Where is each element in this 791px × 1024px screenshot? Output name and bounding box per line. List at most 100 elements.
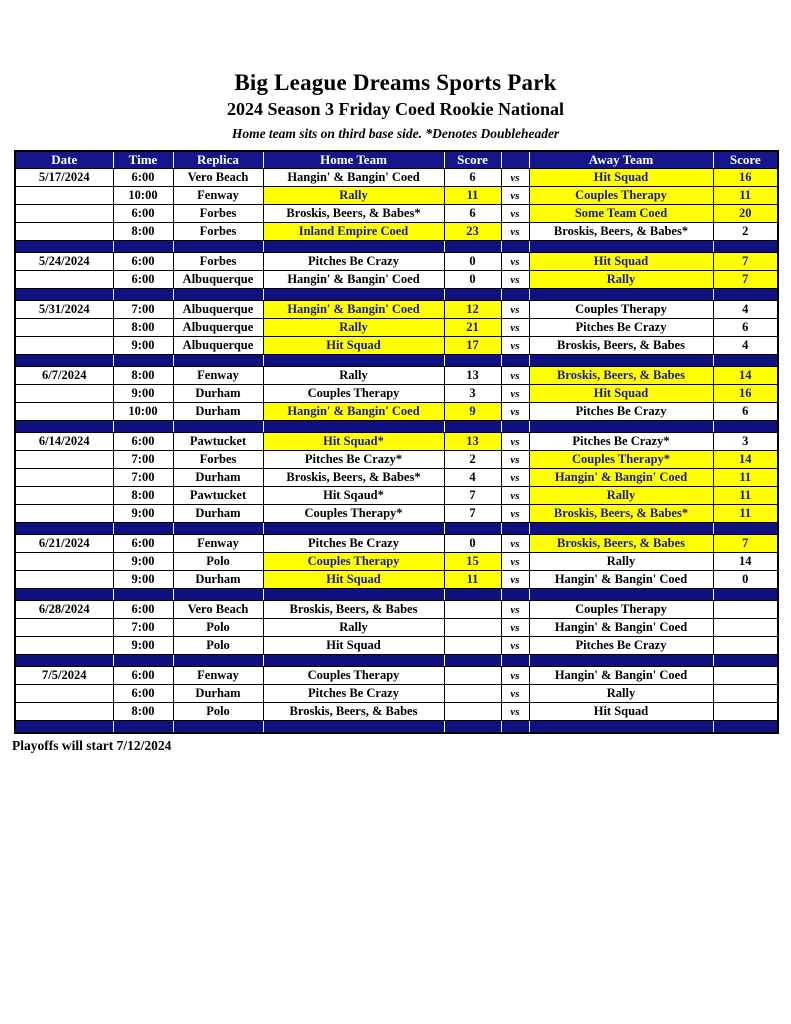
date-cell: 6/14/2024 [14,432,114,452]
date-cell: 6/7/2024 [14,366,114,386]
away-score-cell: 0 [712,570,779,590]
time-cell: 6:00 [112,600,174,620]
vs-cell: vs [500,318,530,338]
replica-cell: Polo [172,702,264,722]
separator-cell [14,240,114,254]
schedule-table-body: 5/17/2024 6:00 Vero Beach Hangin' & Bangin'… [14,168,779,734]
date-cell [14,684,114,704]
replica-cell: Polo [172,552,264,572]
replica-cell: Fenway [172,366,264,386]
separator-cell [500,522,530,536]
time-cell: 6:00 [112,534,174,554]
separator-cell [443,588,502,602]
away-team-cell: Broskis, Beers, & Babes* [528,222,714,242]
replica-cell: Durham [172,570,264,590]
replica-cell: Fenway [172,534,264,554]
home-team-cell: Couples Therapy* [262,504,445,524]
separator-cell [172,654,264,668]
home-score-cell: 11 [443,570,502,590]
date-cell [14,702,114,722]
away-team-cell: Pitches Be Crazy [528,636,714,656]
away-team-cell: Hangin' & Bangin' Coed [528,666,714,686]
time-cell: 7:00 [112,450,174,470]
home-team-cell: Couples Therapy [262,666,445,686]
vs-cell: vs [500,186,530,206]
time-cell: 8:00 [112,318,174,338]
home-team-cell: Broskis, Beers, & Babes* [262,204,445,224]
away-score-cell [712,684,779,704]
time-cell: 6:00 [112,204,174,224]
separator-cell [712,288,779,302]
header-cell: Replica [172,150,264,170]
away-score-cell: 11 [712,186,779,206]
vs-cell: vs [500,366,530,386]
separator-row [14,354,779,368]
replica-cell: Forbes [172,450,264,470]
separator-cell [14,354,114,368]
separator-cell [712,654,779,668]
replica-cell: Pawtucket [172,432,264,452]
vs-cell: vs [500,666,530,686]
home-score-cell [443,684,502,704]
home-team-cell: Hit Squad [262,636,445,656]
vs-cell: vs [500,570,530,590]
home-score-cell: 11 [443,186,502,206]
home-team-cell: Rally [262,366,445,386]
home-team-cell: Pitches Be Crazy [262,684,445,704]
away-score-cell [712,618,779,638]
home-score-cell: 0 [443,534,502,554]
header-cell [500,150,530,170]
separator-row [14,522,779,536]
game-row: 5/17/2024 6:00 Vero Beach Hangin' & Bangin'… [14,168,779,188]
away-score-cell [712,636,779,656]
vs-cell: vs [500,204,530,224]
date-cell [14,486,114,506]
away-team-cell: Pitches Be Crazy [528,318,714,338]
separator-cell [262,720,445,734]
vs-cell: vs [500,432,530,452]
separator-row [14,420,779,434]
separator-cell [172,588,264,602]
away-score-cell: 3 [712,432,779,452]
vs-cell: vs [500,534,530,554]
home-score-cell: 6 [443,168,502,188]
separator-cell [528,522,714,536]
separator-cell [528,354,714,368]
separator-cell [443,522,502,536]
date-cell: 7/5/2024 [14,666,114,686]
time-cell: 9:00 [112,552,174,572]
date-cell [14,570,114,590]
header-cell: Score [443,150,502,170]
home-team-cell: Hit Squad [262,570,445,590]
away-team-cell: Couples Therapy [528,300,714,320]
home-score-cell: 13 [443,366,502,386]
schedule-table: Date Time Replica Home Team Score Away Team Sc… [14,149,779,734]
away-score-cell: 16 [712,384,779,404]
away-score-cell [712,600,779,620]
game-row: 7:00 Forbes Pitches Be Crazy* 2 vs Couples Th… [14,450,779,470]
separator-row [14,240,779,254]
separator-cell [712,420,779,434]
home-score-cell: 17 [443,336,502,356]
separator-cell [172,288,264,302]
game-row: 6/21/2024 6:00 Fenway Pitches Be Crazy 0 vs Br… [14,534,779,554]
home-score-cell [443,666,502,686]
separator-row [14,288,779,302]
away-team-cell: Rally [528,552,714,572]
time-cell: 9:00 [112,504,174,524]
date-cell: 5/17/2024 [14,168,114,188]
away-score-cell: 16 [712,168,779,188]
away-score-cell [712,666,779,686]
time-cell: 8:00 [112,486,174,506]
home-score-cell: 2 [443,450,502,470]
home-score-cell [443,702,502,722]
game-row: 6:00 Forbes Broskis, Beers, & Babes* 6 vs Som… [14,204,779,224]
home-team-cell: Rally [262,186,445,206]
separator-cell [112,288,174,302]
separator-cell [712,720,779,734]
separator-cell [443,654,502,668]
header-cell: Score [712,150,779,170]
away-score-cell: 7 [712,534,779,554]
home-team-cell: Pitches Be Crazy [262,252,445,272]
separator-cell [262,522,445,536]
